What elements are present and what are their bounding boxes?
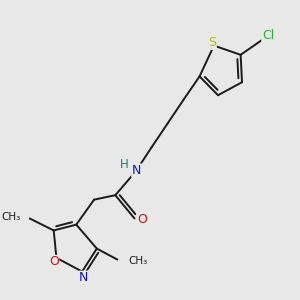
Text: S: S: [208, 36, 216, 49]
Text: O: O: [49, 256, 58, 268]
Text: Cl: Cl: [262, 29, 274, 43]
Text: CH₃: CH₃: [1, 212, 20, 222]
Text: CH₃: CH₃: [128, 256, 148, 266]
Text: H: H: [119, 158, 128, 171]
Text: N: N: [132, 164, 141, 177]
Text: N: N: [79, 271, 88, 284]
Text: O: O: [137, 213, 147, 226]
